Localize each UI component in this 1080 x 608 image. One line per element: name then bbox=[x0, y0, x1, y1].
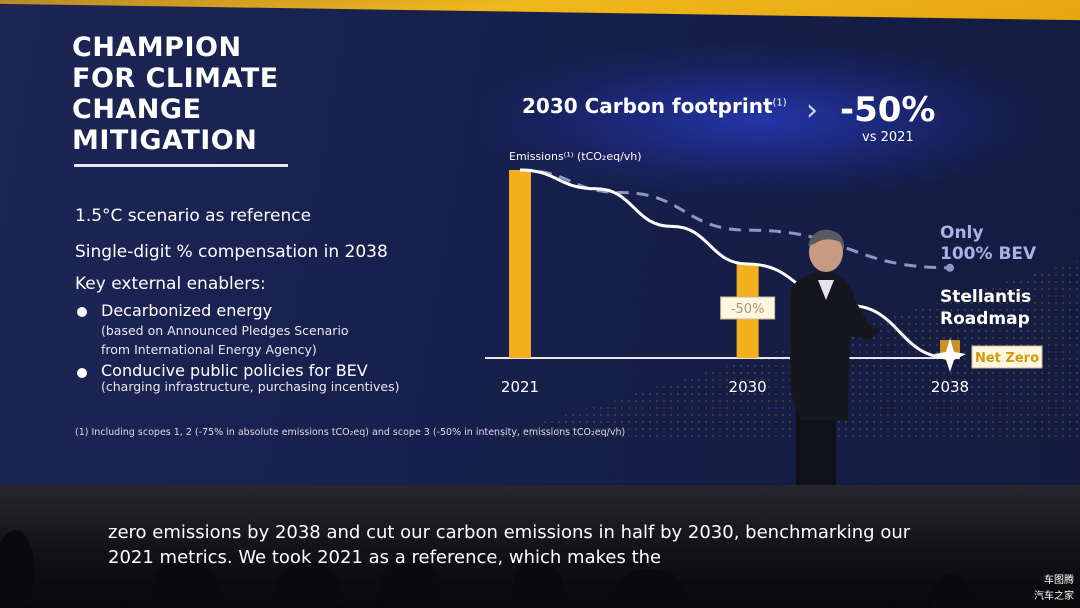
series-label-stellantis-roadmap: Stellantis bbox=[940, 287, 1031, 307]
compensation-text: Single-digit % compensation in 2038 bbox=[75, 242, 388, 262]
x-tick-2038: 2038 bbox=[931, 378, 969, 396]
watermark-text: 车图腾 bbox=[1044, 575, 1074, 586]
chevron-right-icon: › bbox=[806, 93, 818, 128]
x-tick-2021: 2021 bbox=[501, 378, 539, 396]
bullet-icon bbox=[77, 368, 87, 378]
series-line-only-100-bev bbox=[519, 168, 951, 270]
enablers-heading: Key external enablers: bbox=[75, 274, 266, 294]
footprint-vs: vs 2021 bbox=[862, 130, 914, 145]
series-end-point bbox=[946, 263, 954, 272]
data-label-2030: -50% bbox=[731, 302, 765, 317]
headline-glow bbox=[480, 45, 1040, 195]
bullet-icon bbox=[77, 307, 87, 317]
subtitle-line: zero emissions by 2038 and cut our carbo… bbox=[108, 522, 911, 543]
scenario-text: 1.5°C scenario as reference bbox=[75, 206, 312, 226]
bar-2021 bbox=[509, 170, 531, 358]
series-label-stellantis-roadmap: Roadmap bbox=[940, 309, 1030, 329]
y-axis-label: Emissions⁽¹⁾ (tCO₂eq/vh) bbox=[509, 150, 642, 163]
star-icon bbox=[934, 338, 966, 372]
watermark-text: 汽车之家 bbox=[1034, 591, 1074, 602]
subtitle-line: 2021 metrics. We took 2021 as a referenc… bbox=[108, 547, 662, 568]
series-label-only-100-bev: 100% BEV bbox=[940, 244, 1037, 264]
data-label-2030-bg bbox=[720, 296, 776, 320]
presentation-screen: CHAMPION FOR CLIMATE CHANGE MITIGATION 1… bbox=[0, 0, 1080, 485]
enabler-label: Conducive public policies for BEV bbox=[101, 361, 368, 380]
series-line-stellantis-roadmap bbox=[519, 168, 951, 360]
enabler-detail: (charging infrastructure, purchasing inc… bbox=[101, 379, 400, 394]
speaker-silhouette bbox=[790, 229, 880, 420]
x-tick-2030: 2030 bbox=[729, 378, 767, 396]
footnote: (1) Including scopes 1, 2 (-75% in absol… bbox=[75, 427, 626, 438]
enabler-detail: (based on Announced Pledges Scenario fro… bbox=[101, 323, 349, 357]
enabler-label: Decarbonized energy bbox=[101, 301, 273, 320]
dot-texture bbox=[480, 260, 1080, 440]
data-label-2038-bg bbox=[971, 345, 1043, 369]
slide-title: CHAMPION FOR CLIMATE CHANGE MITIGATION bbox=[72, 32, 279, 156]
title-underline bbox=[74, 164, 288, 167]
series-label-only-100-bev: Only bbox=[940, 223, 983, 243]
footprint-title: 2030 Carbon footprint(1) bbox=[522, 94, 787, 118]
footprint-value: -50% bbox=[840, 90, 936, 130]
emissions-chart: Emissions⁽¹⁾ (tCO₂eq/vh) 2021 2030 2038 Only… bbox=[480, 150, 1080, 440]
data-label-2038: Net Zero bbox=[975, 351, 1039, 366]
